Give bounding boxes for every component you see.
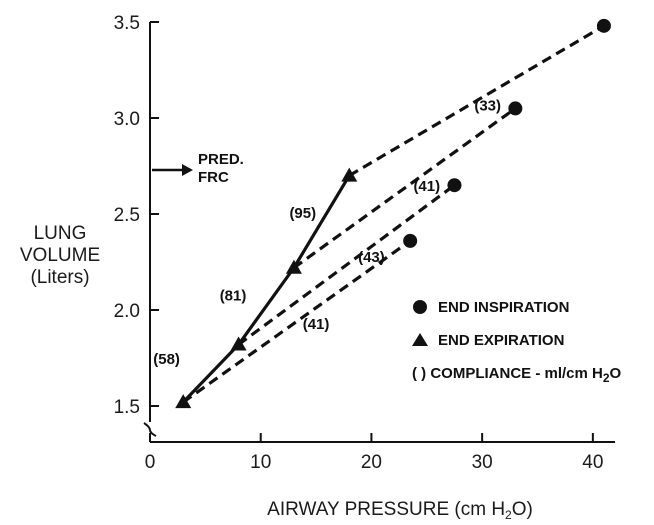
x-tick-label: 30 <box>472 452 493 473</box>
compliance-dashed-line <box>237 183 456 346</box>
legend-triangle-icon <box>412 333 428 346</box>
x-axis-title-main: AIRWAY PRESSURE (cm H <box>267 499 505 520</box>
legend: END INSPIRATION END EXPIRATION ( ) COMPL… <box>412 299 622 385</box>
end-inspiration-point <box>403 233 418 248</box>
compliance-value-label: (41) <box>303 316 330 333</box>
legend-compliance-end: O <box>610 365 622 382</box>
legend-compliance-subscript: 2 <box>603 371 610 385</box>
x-axis-title-end: O) <box>512 499 533 520</box>
compliance-dashed-line <box>182 239 412 404</box>
y-axis-title-line-2: VOLUME <box>20 245 100 266</box>
compliance-dashed-line <box>348 24 605 177</box>
pred-frc-arrow-icon <box>182 164 193 176</box>
x-tick-label: 40 <box>582 452 603 473</box>
compliance-value-label: (81) <box>220 287 247 304</box>
pred-frc-marker: PRED. FRC <box>152 151 244 186</box>
legend-compliance-label: ( ) COMPLIANCE - ml/cm H2O <box>412 365 622 385</box>
y-axis-title-line-1: LUNG <box>34 223 87 244</box>
compliance-value-label: (58) <box>153 351 180 368</box>
y-tick-label: 2.0 <box>114 301 140 322</box>
y-tick-label: 1.5 <box>114 397 140 418</box>
end-inspiration-point <box>596 18 611 33</box>
compliance-value-label: (95) <box>289 205 316 222</box>
y-axis-title-line-3: (Liters) <box>30 267 89 288</box>
compliance-value-label: (43) <box>358 249 385 266</box>
x-axis-title: AIRWAY PRESSURE (cm H2O) <box>267 499 533 522</box>
end-expiration-point <box>230 336 247 351</box>
compliance-value-label: (33) <box>474 97 501 114</box>
x-axis-title-subscript: 2 <box>505 508 512 522</box>
y-tick-label: 2.5 <box>114 205 140 226</box>
end-expiration-point <box>175 394 192 409</box>
end-inspiration-point <box>447 178 462 193</box>
annotations: (58) (81) (95) (41) (43) (41) (33) <box>153 97 501 367</box>
x-tick-label: 0 <box>145 452 156 473</box>
end-expiration-point <box>341 167 358 182</box>
legend-inspiration-label: END INSPIRATION <box>438 299 569 316</box>
y-axis-title: LUNG VOLUME (Liters) <box>20 223 100 288</box>
axes: 1.5 2.0 2.5 3.0 3.5 0 10 20 30 40 <box>114 13 615 473</box>
legend-compliance-main: ( ) COMPLIANCE - ml/cm H <box>412 365 603 382</box>
y-tick-label: 3.5 <box>114 13 140 34</box>
end-expiration-point <box>285 259 302 274</box>
end-inspiration-point <box>508 101 523 116</box>
x-tick-label: 20 <box>361 452 382 473</box>
pred-frc-label-2: FRC <box>198 169 229 186</box>
x-tick-label: 10 <box>250 452 271 473</box>
compliance-dashed-line <box>292 107 517 270</box>
compliance-value-label: (41) <box>413 178 440 195</box>
chart-markers <box>175 18 611 409</box>
axis-break-mark <box>143 422 157 437</box>
end-expiration-curve <box>182 174 351 404</box>
y-tick-label: 3.0 <box>114 109 140 130</box>
legend-expiration-label: END EXPIRATION <box>438 332 564 349</box>
legend-circle-icon <box>413 300 427 314</box>
chart-lines <box>182 24 605 404</box>
pred-frc-label-1: PRED. <box>198 151 244 168</box>
